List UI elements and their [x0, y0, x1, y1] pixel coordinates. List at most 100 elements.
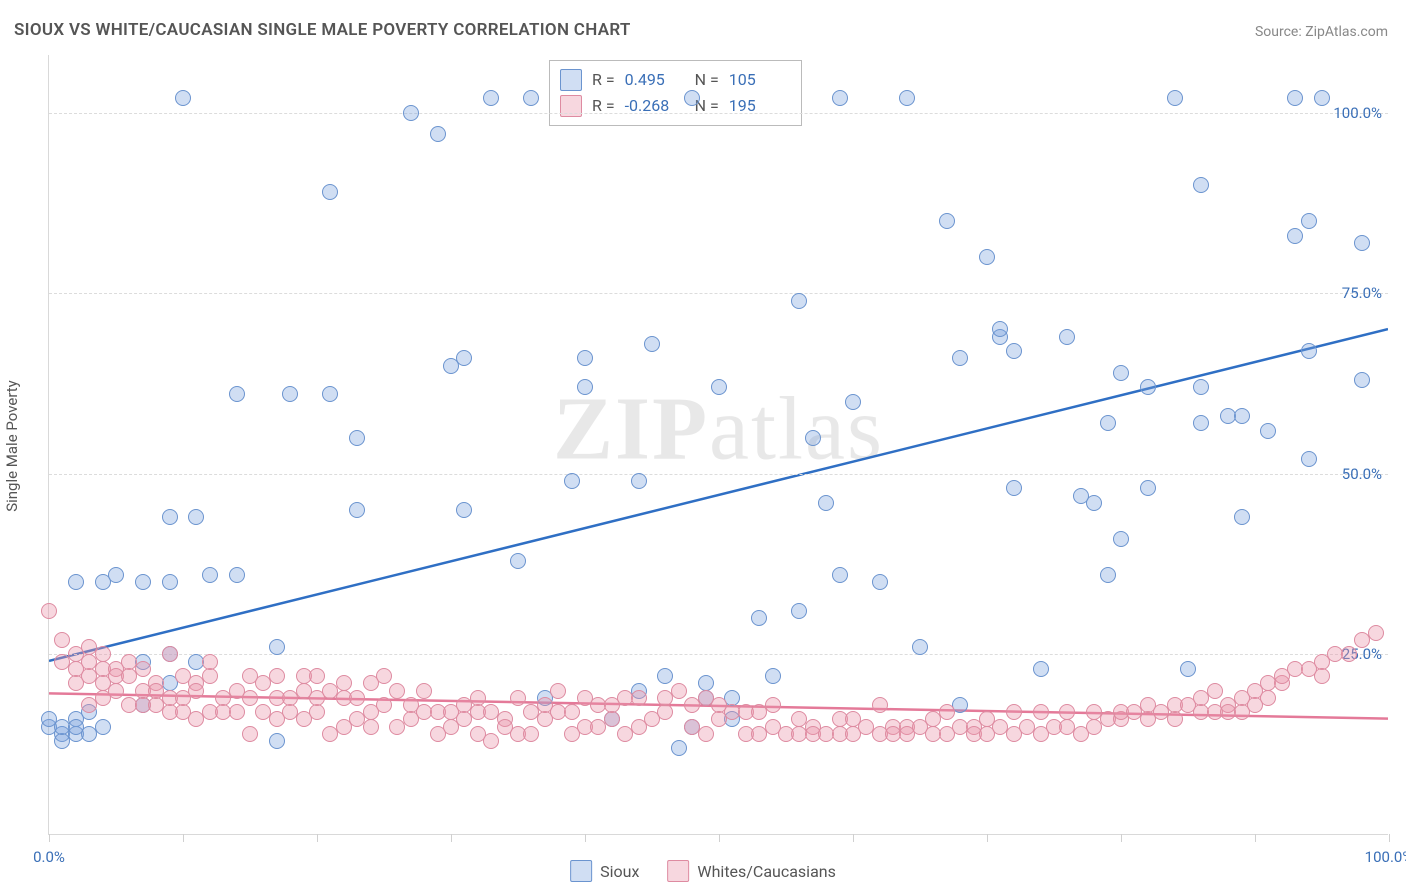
x-tick [317, 834, 318, 842]
data-point [1059, 704, 1075, 720]
x-tick [987, 834, 988, 842]
x-tick [719, 834, 720, 842]
data-point [202, 668, 218, 684]
data-point [376, 668, 392, 684]
gridline-h [49, 293, 1388, 294]
legend-label-sioux: Sioux [600, 862, 639, 881]
data-point [162, 646, 178, 662]
data-point [1287, 90, 1303, 106]
gridline-h [49, 654, 1388, 655]
source-label: Source: ZipAtlas.com [1255, 24, 1388, 40]
data-point [1193, 177, 1209, 193]
data-point [939, 213, 955, 229]
data-point [282, 386, 298, 402]
data-point [1260, 423, 1276, 439]
data-point [229, 567, 245, 583]
data-point [1234, 509, 1250, 525]
data-point [698, 726, 714, 742]
data-point [1193, 415, 1209, 431]
data-point [791, 293, 807, 309]
y-tick-label: 75.0% [1342, 284, 1382, 302]
data-point [41, 603, 57, 619]
data-point [229, 704, 245, 720]
data-point [95, 719, 111, 735]
data-point [1301, 213, 1317, 229]
data-point [269, 668, 285, 684]
data-point [550, 683, 566, 699]
y-tick-label: 100.0% [1333, 104, 1382, 122]
data-point [791, 603, 807, 619]
bottom-legend: Sioux Whites/Caucasians [570, 860, 836, 882]
data-point [202, 567, 218, 583]
data-point [135, 661, 151, 677]
legend-row-whites: R = -0.268 N = 195 [560, 93, 789, 119]
x-tick-label: 0.0% [33, 848, 65, 866]
x-tick-label: 100.0% [1365, 848, 1406, 866]
data-point [1140, 480, 1156, 496]
x-tick [585, 834, 586, 842]
data-point [1260, 690, 1276, 706]
data-point [1167, 90, 1183, 106]
data-point [456, 350, 472, 366]
data-point [564, 704, 580, 720]
data-point [1180, 661, 1196, 677]
correlation-legend: R = 0.495 N = 105 R = -0.268 N = 195 [549, 60, 802, 126]
data-point [523, 90, 539, 106]
data-point [671, 683, 687, 699]
data-point [631, 690, 647, 706]
data-point [510, 553, 526, 569]
data-point [483, 733, 499, 749]
data-point [430, 126, 446, 142]
data-point [510, 690, 526, 706]
data-point [1234, 408, 1250, 424]
swatch-sioux [560, 69, 582, 91]
data-point [54, 632, 70, 648]
data-point [832, 90, 848, 106]
legend-label-whites: Whites/Caucasians [697, 862, 835, 881]
data-point [456, 502, 472, 518]
legend-item-whites: Whites/Caucasians [667, 860, 835, 882]
data-point [1287, 228, 1303, 244]
data-point [604, 711, 620, 727]
legend-item-sioux: Sioux [570, 860, 639, 882]
data-point [1368, 625, 1384, 641]
data-point [577, 350, 593, 366]
data-point [872, 697, 888, 713]
data-point [202, 654, 218, 670]
data-point [1100, 567, 1116, 583]
data-point [1301, 343, 1317, 359]
data-point [175, 90, 191, 106]
data-point [684, 90, 700, 106]
data-point [363, 719, 379, 735]
data-point [242, 690, 258, 706]
scatter-plot: ZIPatlas R = 0.495 N = 105 R = -0.268 N … [48, 55, 1388, 835]
legend-row-sioux: R = 0.495 N = 105 [560, 67, 789, 93]
data-point [309, 668, 325, 684]
data-point [631, 473, 647, 489]
y-axis-title: Single Male Poverty [3, 380, 21, 512]
data-point [229, 386, 245, 402]
data-point [1140, 379, 1156, 395]
data-point [1033, 704, 1049, 720]
data-point [162, 509, 178, 525]
data-point [188, 509, 204, 525]
data-point [805, 430, 821, 446]
data-point [939, 704, 955, 720]
data-point [1100, 415, 1116, 431]
data-point [68, 574, 84, 590]
swatch-whites-icon [667, 860, 689, 882]
data-point [108, 683, 124, 699]
data-point [899, 90, 915, 106]
data-point [523, 726, 539, 742]
x-tick [1255, 834, 1256, 842]
data-point [1354, 235, 1370, 251]
data-point [135, 574, 151, 590]
data-point [564, 473, 580, 489]
data-point [979, 249, 995, 265]
data-point [952, 350, 968, 366]
data-point [657, 704, 673, 720]
data-point [483, 90, 499, 106]
data-point [322, 386, 338, 402]
x-tick [1389, 834, 1390, 842]
gridline-h [49, 474, 1388, 475]
